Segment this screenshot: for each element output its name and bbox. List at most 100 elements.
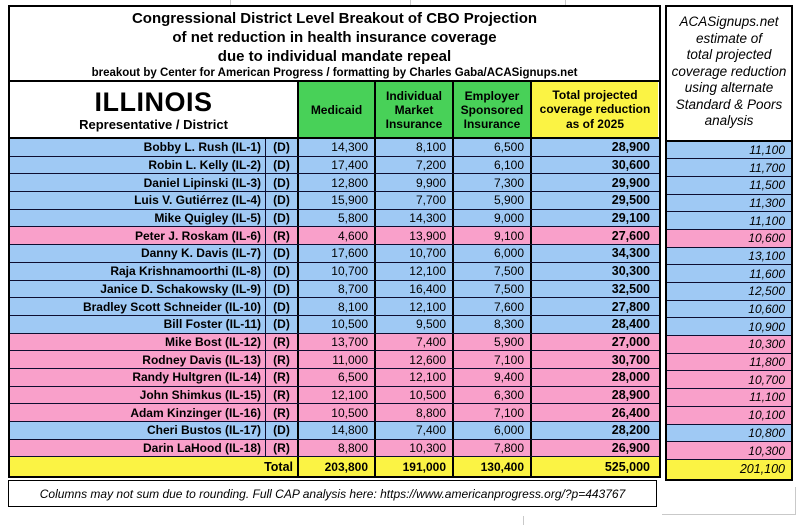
total-projected: 525,000 — [530, 457, 658, 477]
table-row: Peter J. Roskam (IL-6) (R) 4,600 13,900 9,10… — [10, 227, 659, 246]
sp-estimate-value: 11,100 — [667, 389, 791, 407]
medicaid-value: 8,800 — [297, 439, 374, 457]
byline: breakout by Center for American Progress… — [91, 67, 578, 79]
party-label: (R) — [265, 351, 297, 368]
party-label: (R) — [265, 333, 297, 351]
employer-sponsored-value: 7,500 — [452, 280, 530, 298]
individual-market-value: 8,100 — [374, 139, 452, 156]
party-label: (D) — [265, 262, 297, 280]
column-header-medicaid: Medicaid — [297, 82, 374, 137]
sp-estimate-value: 12,500 — [667, 283, 791, 301]
employer-sponsored-value: 5,900 — [452, 333, 530, 351]
sp-estimate-value: 11,600 — [667, 265, 791, 283]
employer-sponsored-value: 7,800 — [452, 439, 530, 457]
total-projected-value: 29,100 — [530, 209, 658, 227]
column-header-total-projected: Total projected coverage reduction as of… — [530, 82, 658, 137]
table-row: Darin LaHood (IL-18) (R) 8,800 10,300 7,800 2… — [10, 439, 659, 458]
medicaid-value: 14,800 — [297, 422, 374, 439]
employer-sponsored-value: 9,100 — [452, 227, 530, 245]
individual-market-value: 7,200 — [374, 156, 452, 174]
representative-name: Darin LaHood (IL-18) — [142, 441, 261, 456]
individual-market-value: 7,700 — [374, 192, 452, 209]
table-row: Danny K. Davis (IL-7) (D) 17,600 10,700 6,00… — [10, 245, 659, 263]
total-projected-value: 28,000 — [530, 368, 658, 386]
party-label: (D) — [265, 422, 297, 439]
individual-market-value: 7,400 — [374, 333, 452, 351]
side-total: 201,100 — [667, 459, 791, 479]
individual-market-value: 10,500 — [374, 386, 452, 404]
gridline — [230, 0, 231, 5]
individual-market-value: 10,300 — [374, 439, 452, 457]
table-row: Bradley Scott Schneider (IL-10) (D) 8,100 1… — [10, 298, 659, 316]
total-individual: 191,000 — [374, 457, 452, 477]
medicaid-value: 8,700 — [297, 280, 374, 298]
individual-market-value: 12,100 — [374, 298, 452, 315]
sp-estimate-value: 10,100 — [667, 406, 791, 425]
table-row: Robin L. Kelly (IL-2) (D) 17,400 7,200 6,100… — [10, 156, 659, 175]
employer-sponsored-value: 6,500 — [452, 139, 530, 156]
table-row: Daniel Lipinski (IL-3) (D) 12,800 9,900 7,30… — [10, 174, 659, 193]
party-label: (D) — [265, 315, 297, 333]
total-projected-value: 34,300 — [530, 245, 658, 262]
state-name: ILLINOIS — [94, 87, 213, 117]
gridline — [662, 514, 796, 515]
sp-estimate-value: 11,300 — [667, 194, 791, 213]
individual-market-value: 7,400 — [374, 422, 452, 439]
gridline — [565, 0, 566, 5]
sp-estimate-value: 10,700 — [667, 371, 791, 390]
table-row: Cheri Bustos (IL-17) (D) 14,800 7,400 6,000 2… — [10, 422, 659, 440]
page-title-line3: due to individual mandate repeal — [217, 48, 452, 65]
employer-sponsored-value: 7,600 — [452, 298, 530, 315]
total-projected-value: 32,500 — [530, 280, 658, 298]
medicaid-value: 17,400 — [297, 156, 374, 174]
employer-sponsored-value: 7,300 — [452, 174, 530, 192]
party-label: (D) — [265, 245, 297, 262]
employer-sponsored-value: 6,100 — [452, 156, 530, 174]
representative-name: Raja Krishnamoorthi (IL-8) — [110, 264, 261, 279]
medicaid-value: 10,500 — [297, 315, 374, 333]
sp-estimate-value: 11,100 — [667, 212, 791, 230]
table-row: Adam Kinzinger (IL-16) (R) 10,500 8,800 7,10… — [10, 404, 659, 422]
medicaid-value: 5,800 — [297, 209, 374, 227]
total-projected-value: 26,900 — [530, 439, 658, 457]
representative-name: Adam Kinzinger (IL-16) — [130, 405, 261, 420]
representative-name: Bradley Scott Schneider (IL-10) — [82, 299, 261, 314]
representative-name: Rodney Davis (IL-13) — [142, 352, 261, 367]
representative-name: Bobby L. Rush (IL-1) — [143, 140, 261, 155]
party-label: (R) — [265, 386, 297, 404]
main-table: Congressional District Level Breakout of… — [8, 5, 661, 479]
representative-name: Peter J. Roskam (IL-6) — [134, 228, 261, 243]
individual-market-value: 13,900 — [374, 227, 452, 245]
medicaid-value: 13,700 — [297, 333, 374, 351]
individual-market-value: 16,400 — [374, 280, 452, 298]
table-row: Mike Quigley (IL-5) (D) 5,800 14,300 9,000 29… — [10, 209, 659, 228]
sp-estimate-value: 10,800 — [667, 424, 791, 443]
employer-sponsored-value: 7,100 — [452, 351, 530, 368]
total-row: Total 203,800 191,000 130,400 525,000 — [10, 457, 659, 477]
party-label: (D) — [265, 209, 297, 227]
page-title-line1: Congressional District Level Breakout of… — [131, 10, 538, 27]
party-label: (D) — [265, 174, 297, 192]
side-data-rows: 11,100 11,700 11,500 11,300 11,100 10,600 13,1… — [667, 141, 791, 460]
total-projected-value: 30,300 — [530, 262, 658, 280]
page-title-line2: of net reduction in health insurance cov… — [172, 29, 497, 46]
table-row: Bill Foster (IL-11) (D) 10,500 9,500 8,300 28… — [10, 315, 659, 334]
employer-sponsored-value: 6,300 — [452, 386, 530, 404]
individual-market-value: 10,700 — [374, 245, 452, 262]
individual-market-value: 9,500 — [374, 315, 452, 333]
representative-name: Daniel Lipinski (IL-3) — [143, 175, 261, 190]
spreadsheet: Congressional District Level Breakout of… — [8, 5, 793, 508]
representative-name: Danny K. Davis (IL-7) — [140, 246, 261, 261]
column-header-row: ILLINOIS Representative / District Medic… — [10, 82, 659, 139]
medicaid-value: 8,100 — [297, 298, 374, 315]
sp-estimate-value: 11,100 — [667, 141, 791, 160]
total-projected-value: 30,700 — [530, 351, 658, 368]
sp-estimate-value: 11,700 — [667, 159, 791, 177]
total-projected-value: 26,400 — [530, 404, 658, 421]
medicaid-value: 12,100 — [297, 386, 374, 404]
individual-market-value: 12,600 — [374, 351, 452, 368]
representative-name: Robin L. Kelly (IL-2) — [148, 158, 261, 173]
table-row: Luis V. Gutiérrez (IL-4) (D) 15,900 7,700 5,… — [10, 192, 659, 210]
employer-sponsored-value: 5,900 — [452, 192, 530, 209]
total-employer: 130,400 — [452, 457, 530, 477]
